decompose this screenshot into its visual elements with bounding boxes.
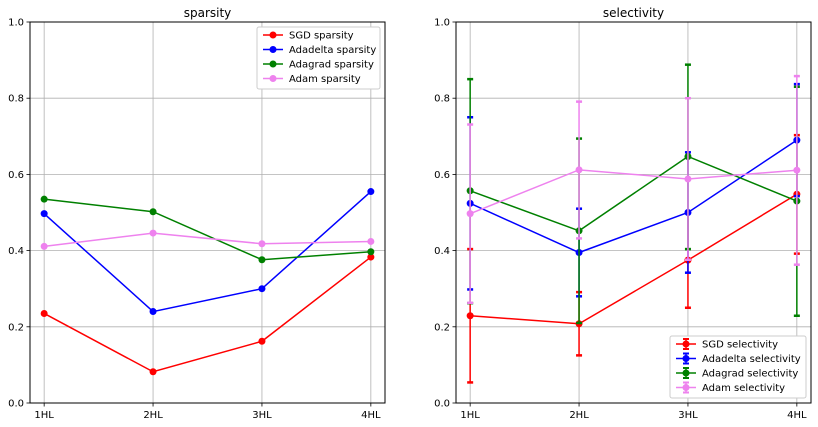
- sparsity-series-3-point: [149, 229, 157, 237]
- selectivity-chart-title: selectivity: [603, 6, 664, 20]
- selectivity-series-3-point: [575, 166, 583, 174]
- selectivity-legend-swatch-marker: [682, 369, 690, 377]
- selectivity-xtick-label: 3HL: [678, 410, 698, 421]
- selectivity-series-3-point: [793, 166, 801, 174]
- sparsity-ytick-label: 1.0: [8, 18, 24, 29]
- sparsity-ytick-label: 0.6: [8, 170, 24, 181]
- selectivity-ytick-label: 0.8: [434, 94, 450, 105]
- sparsity-series-1-line: [43, 190, 372, 313]
- sparsity-legend-label: Adam sparsity: [289, 74, 361, 85]
- sparsity-series-0-point: [258, 337, 266, 345]
- selectivity-legend-box: [669, 335, 807, 399]
- selectivity-legend-label: SGD selectivity: [702, 340, 778, 351]
- selectivity-legend-swatch-marker: [682, 384, 690, 391]
- selectivity-legend-swatch-marker: [682, 340, 690, 348]
- sparsity-ticks: 1HL 2HL 3HL 4HL 0.0 0.2 0.4 0.6 0.8 1.0: [8, 18, 381, 422]
- sparsity-xtick-label: 4HL: [361, 410, 381, 421]
- selectivity-legend-label: Adadelta selectivity: [702, 354, 801, 365]
- sparsity-series-2-point: [149, 208, 157, 216]
- sparsity-xtick-label: 2HL: [143, 410, 163, 421]
- selectivity-series-0-line: [470, 193, 798, 325]
- selectivity-ytick-label: 0.6: [434, 170, 450, 181]
- sparsity-series-0-point: [367, 253, 375, 261]
- selectivity-ytick-label: 0.4: [434, 246, 450, 257]
- sparsity-xtick-label: 3HL: [252, 410, 272, 421]
- sparsity-legend-swatch-marker: [269, 60, 277, 68]
- selectivity-xtick-label: 4HL: [787, 410, 807, 421]
- selectivity-axes-frame: [455, 21, 812, 404]
- selectivity-legend-label: Adagrad selectivity: [702, 369, 798, 380]
- selectivity-ytick-label: 0.0: [434, 399, 450, 410]
- sparsity-series-2-point: [367, 248, 375, 256]
- sparsity-series-1-point: [258, 285, 266, 293]
- selectivity-ytick-label: 0.2: [434, 322, 450, 333]
- sparsity-ytick-label: 0.0: [8, 399, 24, 410]
- sparsity-series-1-point: [367, 188, 375, 196]
- selectivity-ticks: 1HL 2HL 3HL 4HL 0.0 0.2 0.4 0.6 0.8 1.0: [434, 18, 807, 422]
- sparsity-legend-label: Adagrad sparsity: [289, 60, 374, 71]
- sparsity-legend-label: SGD sparsity: [289, 31, 354, 42]
- selectivity-series-2-line: [469, 155, 798, 232]
- selectivity-xtick-label: 2HL: [569, 410, 589, 421]
- sparsity-series-1-point: [40, 210, 48, 218]
- selectivity-legend-label: Adam selectivity: [702, 383, 785, 394]
- sparsity-series: [40, 188, 375, 376]
- sparsity-legend-swatch-marker: [269, 46, 277, 53]
- sparsity-series-2-point: [258, 256, 266, 264]
- sparsity-axes-frame: [29, 21, 386, 404]
- selectivity-series-3-line: [469, 169, 797, 215]
- sparsity-series-3-point: [367, 237, 375, 245]
- selectivity-series-3-point: [466, 210, 474, 218]
- selectivity-legend: SGD selectivity Adadelta selectivity Adagr…: [669, 335, 807, 399]
- sparsity-chart-title: sparsity: [184, 6, 232, 20]
- sparsity-legend: SGD sparsity Adadelta sparsity Adagrad spa…: [256, 26, 381, 90]
- sparsity-legend-box: [256, 26, 381, 90]
- sparsity-ytick-label: 0.4: [8, 246, 24, 257]
- selectivity-series: [466, 63, 801, 384]
- sparsity-legend-swatch-marker: [269, 31, 277, 39]
- sparsity-series-2-point: [40, 195, 48, 203]
- sparsity-legend-label: Adadelta sparsity: [289, 45, 376, 56]
- selectivity-series-3-point: [684, 175, 692, 183]
- sparsity-series-0-point: [149, 368, 157, 376]
- selectivity-series-0-point: [466, 312, 474, 320]
- sparsity-series-1-point: [149, 308, 157, 316]
- sparsity-legend-swatch-marker: [269, 75, 277, 82]
- selectivity-legend-swatch-marker: [682, 355, 690, 362]
- sparsity-series-3-point: [258, 240, 266, 248]
- sparsity-series-3-line: [44, 232, 371, 248]
- selectivity-panel: 1HL 2HL 3HL 4HL 0.0 0.2 0.4 0.6 0.8 1.0 selectivi…: [434, 6, 812, 422]
- sparsity-series-0-point: [40, 309, 48, 317]
- sparsity-xtick-label: 1HL: [34, 410, 54, 421]
- sparsity-ytick-label: 0.2: [8, 322, 24, 333]
- selectivity-xtick-label: 1HL: [460, 410, 480, 421]
- sparsity-series-3-point: [40, 242, 48, 250]
- sparsity-series-0-line: [43, 256, 372, 373]
- sparsity-series-2-line: [44, 198, 371, 261]
- selectivity-series-1-line: [469, 139, 798, 254]
- selectivity-ytick-label: 1.0: [434, 18, 450, 29]
- sparsity-ytick-label: 0.8: [8, 94, 24, 105]
